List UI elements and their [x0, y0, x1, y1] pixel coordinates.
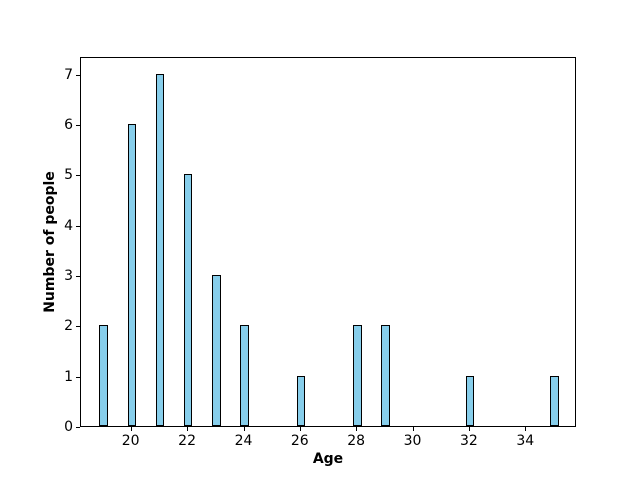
x-tick-mark-34	[525, 427, 527, 431]
y-tick-label-7: 7	[64, 66, 73, 83]
bar-age-26	[296, 375, 306, 426]
plot-area	[80, 57, 576, 427]
y-tick-label-6: 6	[64, 117, 73, 133]
bar-age-24	[240, 325, 249, 426]
x-tick-mark-20	[130, 427, 132, 431]
bar-age-19	[99, 325, 108, 426]
bar-age-29	[381, 325, 390, 426]
x-tick-label-28: 28	[347, 433, 366, 449]
x-tick-label-22: 22	[178, 433, 197, 449]
x-tick-label-20: 20	[121, 433, 140, 449]
y-tick-mark-3	[76, 276, 80, 277]
bar-age-21	[155, 73, 165, 426]
x-tick-mark-28	[356, 427, 358, 431]
y-tick-mark-4	[76, 225, 80, 227]
bar-age-32	[465, 375, 475, 426]
y-tick-label-5: 5	[64, 167, 73, 184]
x-tick-label-30: 30	[403, 433, 422, 449]
bar-age-23	[212, 275, 221, 426]
y-tick-label-4: 4	[64, 217, 73, 234]
bars-layer	[81, 58, 575, 426]
x-tick-label-34: 34	[516, 433, 535, 449]
y-tick-mark-7	[76, 74, 80, 76]
x-tick-mark-26	[299, 427, 301, 431]
y-tick-label-0: 0	[64, 419, 73, 435]
x-tick-mark-30	[412, 427, 414, 431]
y-tick-mark-1	[76, 376, 80, 378]
bar-age-22	[183, 174, 193, 426]
x-tick-label-32: 32	[459, 433, 478, 449]
x-tick-mark-24	[243, 427, 245, 431]
y-tick-label-2: 2	[64, 318, 73, 335]
y-tick-mark-0	[76, 427, 80, 428]
x-tick-mark-22	[187, 427, 189, 431]
x-tick-mark-32	[468, 427, 470, 431]
bar-age-20	[127, 124, 136, 426]
bar-age-35	[550, 375, 559, 426]
x-axis-label: Age	[312, 451, 344, 467]
x-tick-label-26: 26	[290, 433, 309, 449]
y-tick-label-1: 1	[64, 368, 73, 385]
y-tick-label-3: 3	[64, 268, 73, 284]
y-tick-mark-6	[76, 125, 80, 126]
y-tick-mark-5	[76, 175, 80, 177]
bar-age-28	[353, 325, 362, 426]
y-tick-mark-2	[76, 326, 80, 328]
y-axis-label: Number of people	[42, 171, 58, 313]
x-tick-label-24: 24	[234, 433, 253, 449]
